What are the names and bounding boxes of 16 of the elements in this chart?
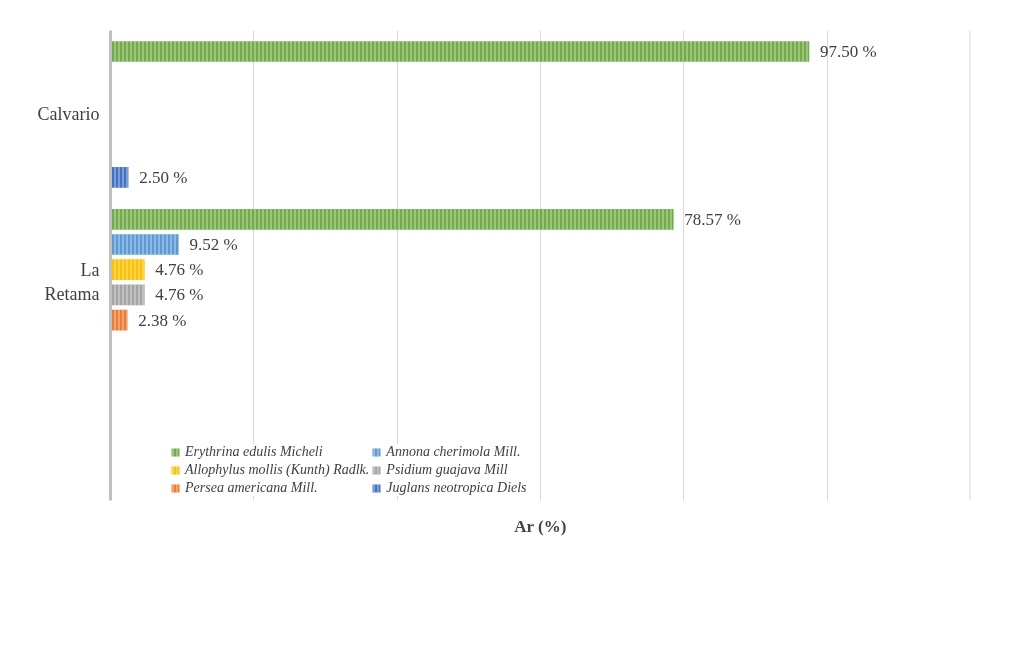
data-label: 97.50 % <box>820 41 877 61</box>
data-label: 2.50 % <box>139 167 188 187</box>
legend-label: Annona cherimola Mill. <box>386 444 521 460</box>
y-tick-label: La Retama <box>44 260 100 305</box>
legend-label: Allophylus mollis (Kunth) Radlk. <box>185 462 370 478</box>
data-label: 4.76 % <box>155 285 204 305</box>
legend-label: Psidium guajava Mill <box>386 462 508 478</box>
data-label: 78.57 % <box>684 209 742 229</box>
data-label: 2.38 % <box>138 310 187 330</box>
legend-label: Persea americana Mill. <box>185 480 318 496</box>
legend-label: Juglans neotropica Diels <box>386 480 527 496</box>
x-axis-title: Ar (%) <box>514 516 567 536</box>
y-tick-label: Calvario <box>37 104 100 125</box>
data-label: 9.52 % <box>189 235 238 255</box>
legend-label: Erythrina edulis Micheli <box>185 444 323 460</box>
data-label: 4.76 % <box>155 260 204 280</box>
